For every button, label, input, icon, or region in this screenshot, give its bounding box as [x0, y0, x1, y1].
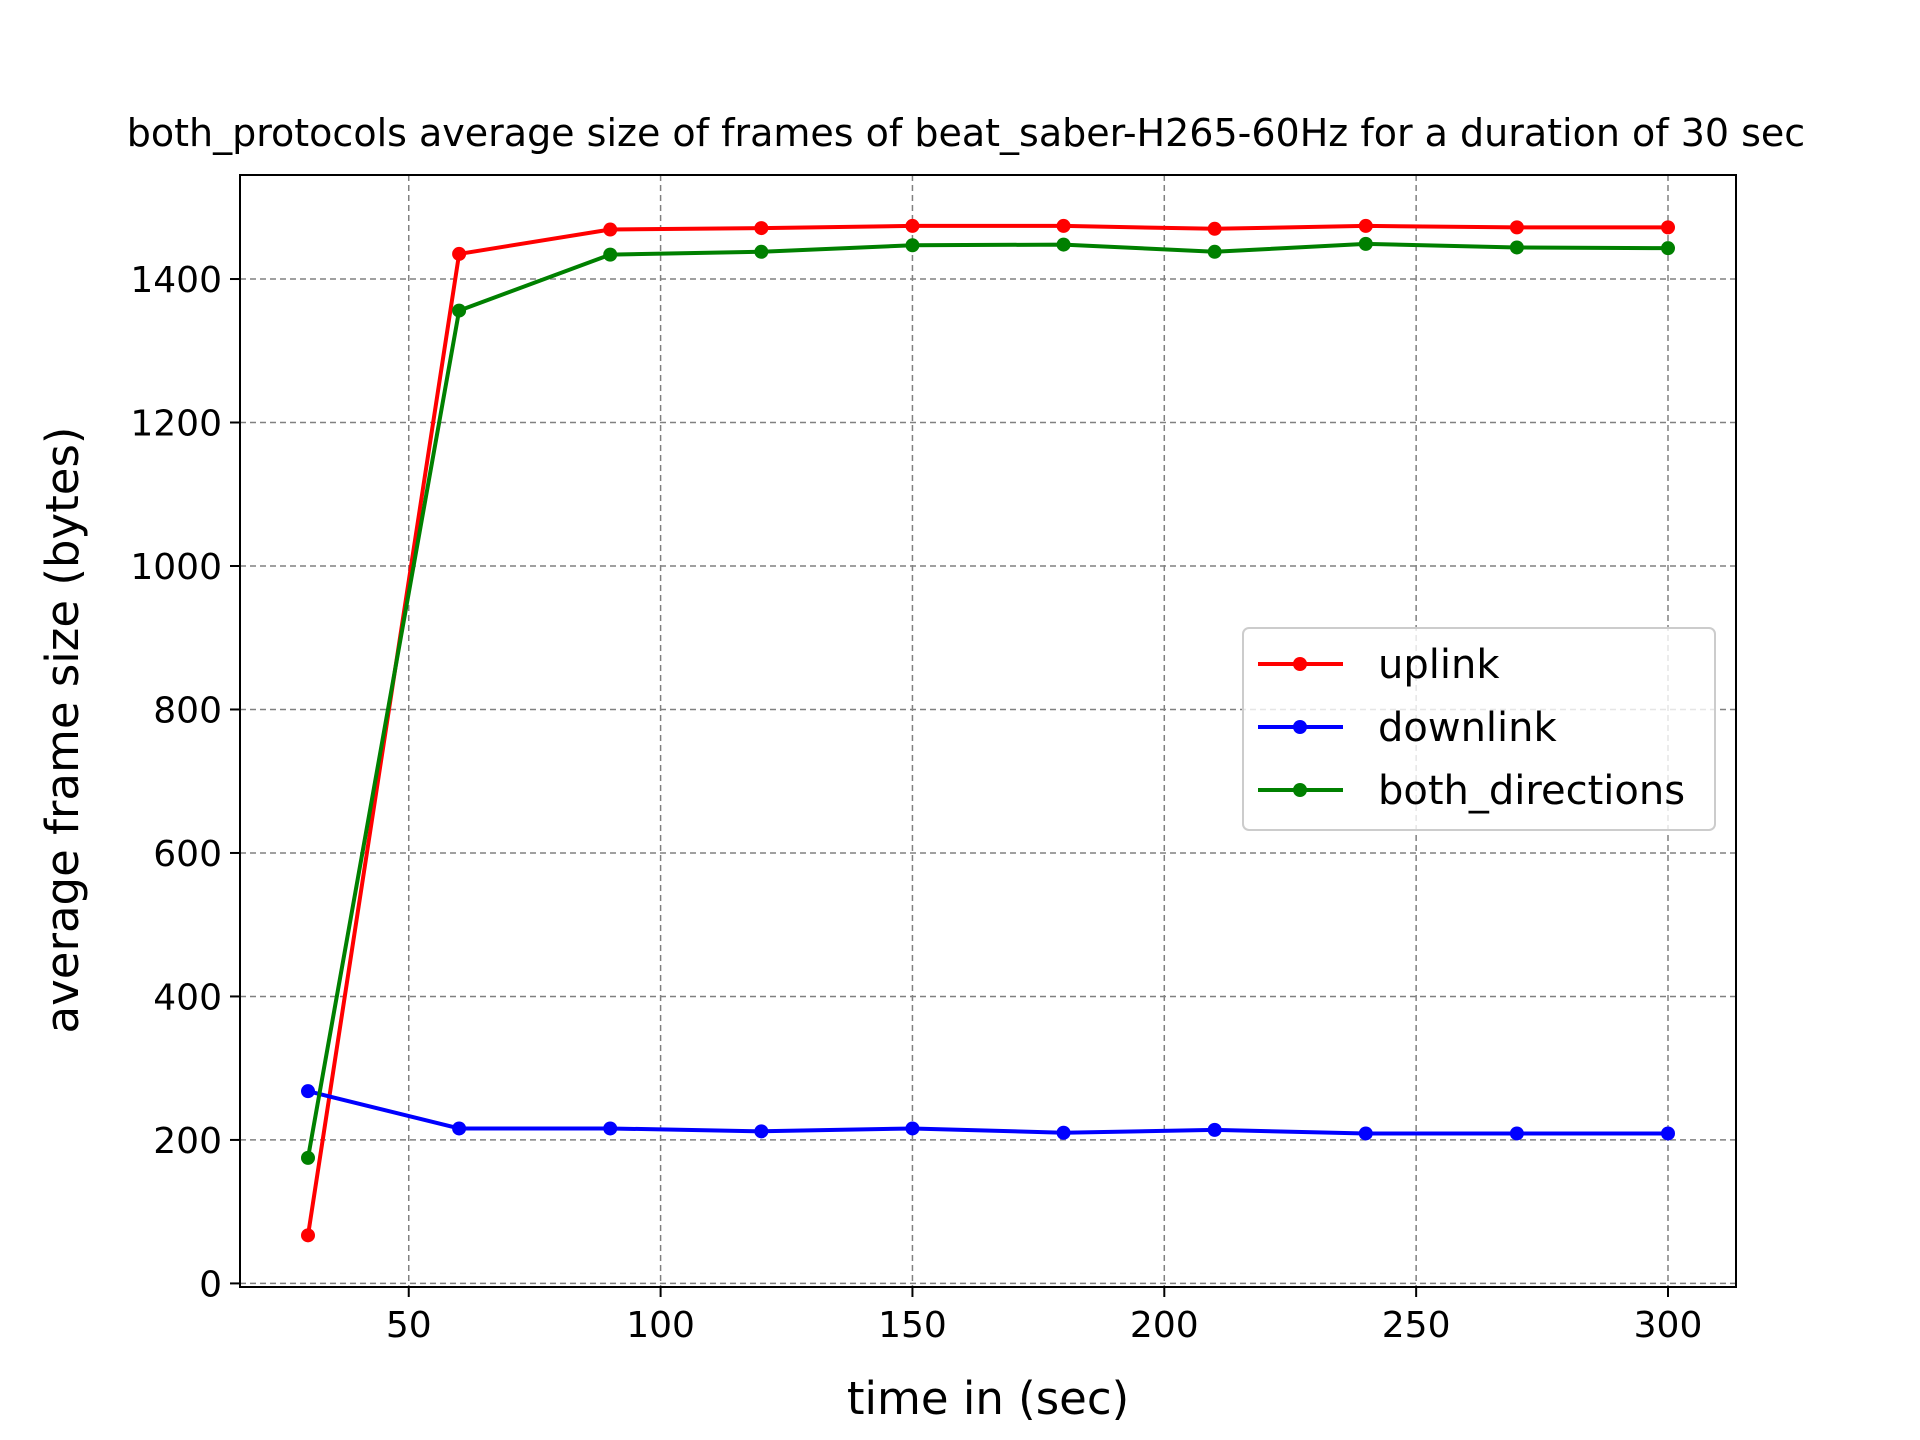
- data-point-both_directions: [603, 247, 618, 262]
- data-point-uplink: [1207, 221, 1222, 236]
- x-tick-label: 300: [1634, 1305, 1703, 1346]
- legend-marker-both_directions: [1293, 783, 1307, 797]
- series-uplink: [301, 218, 1675, 1243]
- y-axis-label: average frame size (bytes): [36, 427, 89, 1034]
- y-tick-label: 800: [153, 690, 222, 731]
- data-point-both_directions: [452, 303, 467, 318]
- data-point-both_directions: [1509, 240, 1524, 255]
- chart-title: both_protocols average size of frames of…: [127, 111, 1805, 155]
- data-point-both_directions: [1207, 244, 1222, 259]
- data-point-uplink: [603, 222, 618, 237]
- legend-item-downlink: downlink: [1258, 705, 1558, 751]
- data-point-both_directions: [1056, 237, 1071, 252]
- y-tick-label: 1400: [130, 260, 222, 301]
- series-downlink: [301, 1084, 1675, 1141]
- y-tick-label: 1200: [130, 404, 222, 445]
- data-point-downlink: [603, 1121, 618, 1136]
- data-point-both_directions: [754, 244, 769, 259]
- legend-item-uplink: uplink: [1258, 642, 1500, 688]
- legend-label-both_directions: both_directions: [1378, 768, 1685, 814]
- legend-label-uplink: uplink: [1378, 642, 1500, 688]
- data-point-both_directions: [905, 238, 920, 253]
- y-tick-label: 600: [153, 834, 222, 875]
- x-axis-label: time in (sec): [847, 1372, 1129, 1425]
- plot-area-frame: [239, 174, 1737, 1288]
- data-point-downlink: [1358, 1126, 1373, 1141]
- legend-marker-downlink: [1293, 720, 1307, 734]
- data-point-both_directions: [301, 1150, 315, 1165]
- y-tick-label: 0: [199, 1264, 222, 1305]
- data-point-uplink: [1509, 220, 1524, 235]
- y-tick-label: 200: [153, 1121, 222, 1162]
- data-point-downlink: [1056, 1125, 1071, 1140]
- data-point-downlink: [301, 1084, 315, 1099]
- data-point-downlink: [754, 1124, 769, 1139]
- legend-item-both_directions: both_directions: [1258, 768, 1685, 814]
- x-tick-label: 200: [1130, 1305, 1199, 1346]
- data-point-uplink: [301, 1228, 315, 1243]
- data-point-both_directions: [1661, 241, 1675, 256]
- series-line-both_directions: [306, 241, 1669, 1159]
- legend: uplink downlink both_directions: [1242, 627, 1716, 831]
- y-tick-label: 400: [153, 977, 222, 1018]
- data-point-downlink: [905, 1121, 920, 1136]
- data-point-downlink: [1661, 1126, 1675, 1141]
- data-point-uplink: [905, 218, 920, 233]
- series-line-uplink: [306, 223, 1668, 1236]
- data-point-downlink: [1509, 1126, 1524, 1141]
- x-tick-label: 150: [878, 1305, 947, 1346]
- axis-ticks: 50 100 150 200 250 300 0 200 400 600 800 1000 1200 14…: [130, 260, 1702, 1346]
- data-point-uplink: [754, 221, 769, 236]
- y-tick-label: 1000: [130, 547, 222, 588]
- data-point-downlink: [1207, 1122, 1222, 1137]
- data-point-uplink: [1056, 218, 1071, 233]
- series-group: [301, 218, 1675, 1243]
- data-point-both_directions: [1358, 236, 1373, 251]
- data-point-uplink: [452, 246, 467, 261]
- legend-box: [1242, 627, 1716, 831]
- series-both_directions: [301, 236, 1675, 1165]
- x-tick-label: 250: [1382, 1305, 1451, 1346]
- x-tick-label: 50: [386, 1305, 432, 1346]
- legend-marker-uplink: [1293, 657, 1307, 671]
- x-tick-label: 100: [626, 1305, 695, 1346]
- legend-label-downlink: downlink: [1378, 705, 1558, 751]
- data-point-uplink: [1661, 220, 1675, 235]
- data-point-uplink: [1358, 218, 1373, 233]
- data-point-downlink: [452, 1121, 467, 1136]
- series-line-downlink: [307, 1089, 1668, 1136]
